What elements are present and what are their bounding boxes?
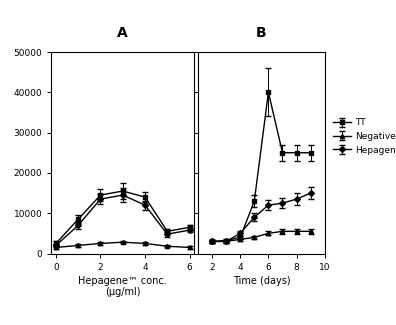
Text: A: A [117, 26, 128, 40]
X-axis label: Hepagene™ conc.
(μg/ml): Hepagene™ conc. (μg/ml) [78, 276, 167, 297]
Legend: TT, Negative, Hepagene: TT, Negative, Hepagene [333, 119, 396, 154]
X-axis label: Time (days): Time (days) [232, 276, 290, 286]
Text: B: B [256, 26, 267, 40]
